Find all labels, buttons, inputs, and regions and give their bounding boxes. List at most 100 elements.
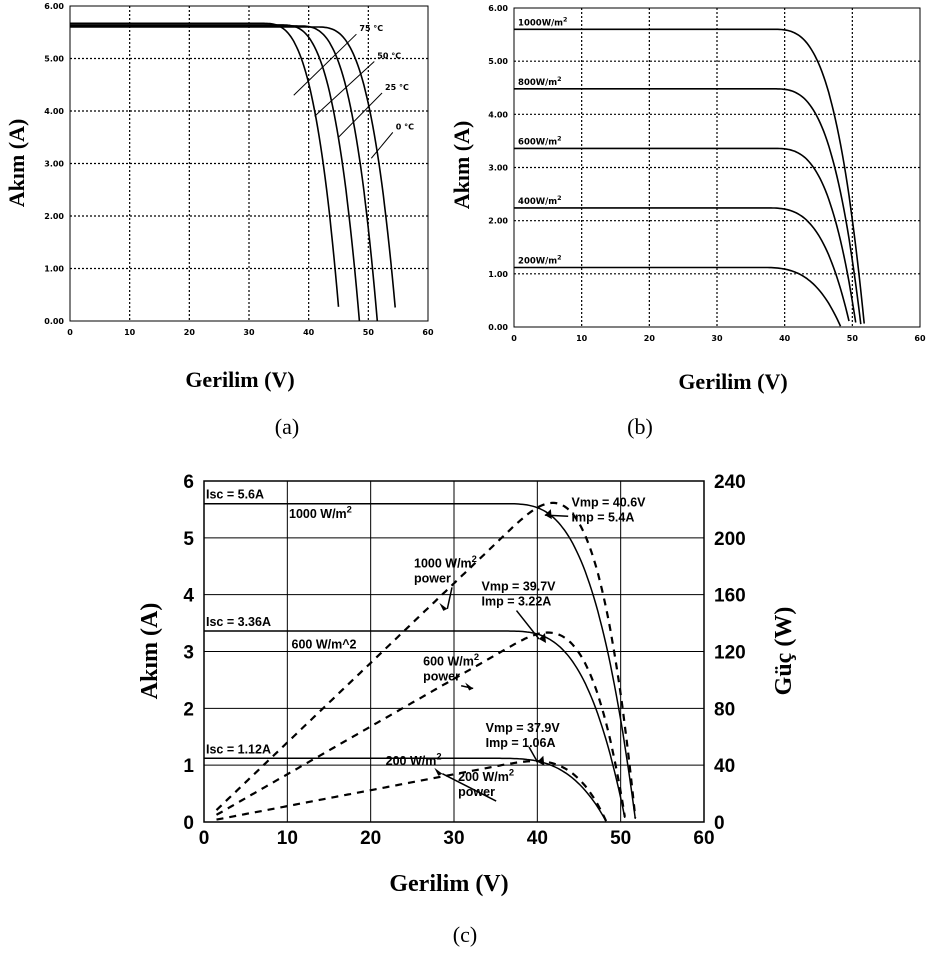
x-tick-label-c: 60 [693, 828, 714, 849]
y-tick-label-b: 5.00 [488, 57, 508, 66]
y2-tick-label-c: 0 [714, 813, 725, 834]
power-curve-c-1 [215, 631, 626, 817]
power-1000-label-line1: 1000 W/m2 [414, 554, 477, 571]
power-1000-label-line2: power [414, 571, 451, 585]
ylabel-a: Akım (A) [4, 119, 29, 208]
x-tick-label-b: 10 [576, 334, 588, 343]
mpp-200-label-vmp: Vmp = 37.9V [486, 721, 561, 735]
grid-c [204, 481, 704, 822]
temp-label-a-1: 50 °C [377, 52, 401, 61]
y-tick-label-c: 4 [183, 586, 194, 607]
y2-tick-label-c: 120 [714, 643, 746, 664]
curve-labels-a: 75 °C 50 °C 25 °C 0 °C [293, 24, 414, 159]
y2-tick-label-c: 200 [714, 529, 746, 550]
y-tick-label-c: 0 [183, 813, 194, 834]
grid-a [70, 6, 428, 321]
y-tick-label-b: 1.00 [488, 270, 508, 279]
y-tick-label-a: 4.00 [44, 107, 64, 116]
iv-curve-a-3 [70, 26, 396, 308]
xlabel-a: Gerilim (V) [185, 367, 294, 392]
y-tick-label-a: 1.00 [44, 265, 64, 274]
mpp-1000-label-imp: Imp = 5.4A [572, 511, 635, 525]
y2label-c: Güç (W) [771, 607, 797, 696]
label-leader-a-3 [370, 132, 394, 159]
curve-labels-b: 1000W/m2 800W/m2 600W/m2 400W/m2 200W/m2 [518, 15, 567, 266]
irr-label-b-1: 800W/m2 [518, 75, 562, 88]
y-tick-label-a: 6.00 [44, 2, 64, 11]
xlabel-c: Gerilim (V) [389, 871, 508, 897]
ylabel-b: Akım (A) [449, 121, 474, 210]
power-600-label-arrowhead [465, 682, 474, 691]
x-tick-label-a: 20 [184, 328, 196, 337]
y-tick-label-c: 1 [183, 756, 194, 777]
iv-curve-a-2 [70, 25, 379, 322]
isc-1000-label: Isc = 5.6A [206, 488, 264, 502]
iv-curve-b-1 [514, 88, 862, 325]
y2-tick-label-c: 80 [714, 699, 735, 720]
caption-b: (b) [627, 414, 653, 439]
isc-600-label: Isc = 3.36A [206, 615, 271, 629]
chart-a: 0 10 20 30 40 50 60 0.00 1.00 2.00 3.00 4.00 5.00 6.0… [4, 2, 434, 439]
label-leader-a-2 [338, 92, 383, 138]
xlabel-b: Gerilim (V) [678, 369, 787, 394]
temp-label-a-3: 0 °C [396, 122, 414, 131]
y-tick-label-c: 6 [183, 472, 194, 493]
irr-label-b-4: 200W/m2 [518, 254, 562, 267]
x-tick-label-c: 30 [443, 828, 464, 849]
iv-curve-b-3 [514, 207, 850, 322]
irr-600-label: 600 W/m^2 [292, 638, 357, 652]
irr-200-label: 200 W/m2 [386, 752, 442, 769]
x-tick-label-b: 20 [644, 334, 656, 343]
grid-b [514, 8, 920, 327]
x-tick-label-a: 40 [303, 328, 315, 337]
power-200-label-arrowhead [434, 767, 443, 776]
y-tick-label-b: 0.00 [488, 323, 508, 332]
irr-label-b-2: 600W/m2 [518, 135, 562, 148]
y-tick-label-a: 5.00 [44, 55, 64, 64]
mpp-600-label-imp: Imp = 3.22A [482, 595, 552, 609]
x-tick-label-a: 60 [422, 328, 434, 337]
y-tick-label-b: 4.00 [488, 110, 508, 119]
isc-200-label: Isc = 1.12A [206, 742, 271, 756]
y-tick-label-a: 0.00 [44, 317, 64, 326]
y-tick-label-c: 2 [183, 699, 194, 720]
y2-tick-label-c: 40 [714, 756, 735, 777]
mpp-200-label-imp: Imp = 1.06A [486, 736, 556, 750]
caption-a: (a) [275, 414, 299, 439]
x-tick-label-c: 50 [610, 828, 631, 849]
y-tick-label-a: 3.00 [44, 160, 64, 169]
mpp-600-label-vmp: Vmp = 39.7V [482, 580, 557, 594]
x-tick-label-c: 0 [199, 828, 210, 849]
current-curve-c-1 [204, 630, 626, 818]
x-tick-label-b: 0 [511, 334, 517, 343]
irr-label-b-0: 1000W/m2 [518, 15, 567, 28]
power-600-label-line1: 600 W/m2 [423, 652, 479, 669]
mpp-1000-label-vmp: Vmp = 40.6V [572, 496, 647, 510]
irr-1000-label: 1000 W/m2 [289, 504, 352, 521]
x-tick-label-a: 30 [243, 328, 255, 337]
power-600-label-line2: power [423, 670, 460, 684]
label-leader-a-0 [293, 33, 357, 96]
x-tick-label-b: 50 [847, 334, 859, 343]
y-tick-label-a: 2.00 [44, 212, 64, 221]
iv-curve-a-0 [70, 22, 340, 307]
x-tick-label-c: 40 [527, 828, 548, 849]
y2-tick-label-c: 160 [714, 586, 746, 607]
mpp-600-label-arrow [515, 610, 540, 640]
power-200-label-line1: 200 W/m2 [458, 767, 514, 784]
ticks-b: 0 10 20 30 40 50 60 0.00 1.00 2.00 3.00 4.00 5.00 6.0… [488, 4, 926, 343]
curves-b [514, 28, 865, 327]
label-leader-a-1 [314, 61, 375, 117]
x-tick-label-a: 50 [363, 328, 375, 337]
y-tick-label-b: 6.00 [488, 4, 508, 13]
x-tick-label-b: 40 [779, 334, 791, 343]
mpp-200-label-arrow [528, 746, 538, 763]
power-1000-label-arrowhead [439, 602, 448, 611]
y-tick-label-b: 2.00 [488, 217, 508, 226]
iv-curve-a-1 [70, 24, 361, 322]
mpp-600-label-arrowhead [539, 632, 546, 643]
y-tick-label-c: 3 [183, 643, 194, 664]
x-tick-label-a: 0 [67, 328, 73, 337]
